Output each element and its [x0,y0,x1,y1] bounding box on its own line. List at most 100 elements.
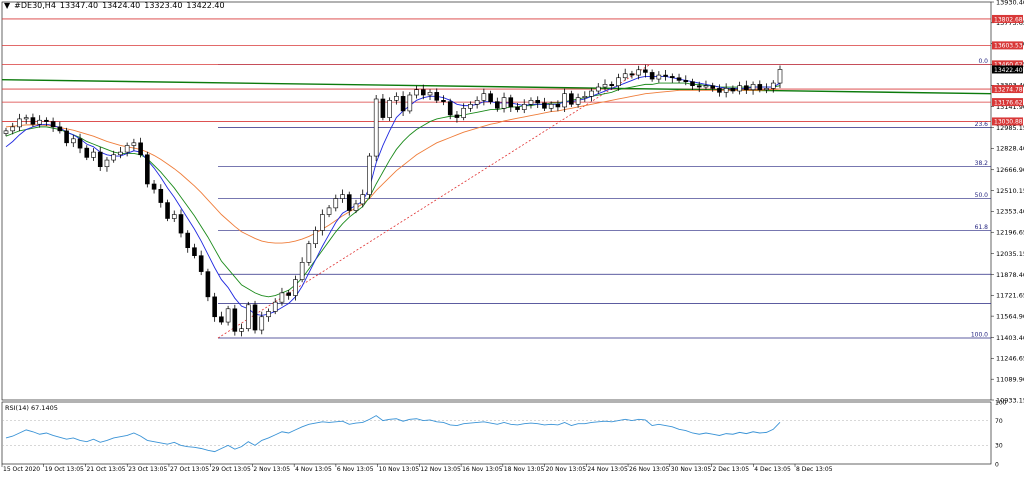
candle-body [528,100,534,105]
candle-body [245,304,251,330]
candle-body [521,104,527,110]
rsi-axis-label: 30 [995,443,1003,450]
candle-body [50,121,56,128]
rsi-title: RSI(14) 67.1405 [5,404,58,412]
dropdown-arrow-icon[interactable]: ▼ [4,1,11,10]
candle-body [23,117,29,120]
candle-body [239,328,244,332]
low-value: 13323.40 [144,1,183,10]
candle-body [555,104,561,108]
time-axis-label: 2 Nov 13:05 [253,466,290,473]
price-axis-label: 12035.15 [996,250,1024,258]
rsi-axis-label: 0 [995,461,999,468]
candle-body [609,84,615,87]
candle-body [670,76,675,79]
candle-body [461,107,466,118]
candle-body [562,93,567,108]
candle-body [643,69,648,73]
candle-body [266,311,271,318]
candle-body [723,88,729,93]
candle-body [663,74,668,77]
candle-body [84,147,90,158]
candle-body [313,230,318,245]
candle-body [293,279,298,296]
resistance-price-label: 13460.62 [994,62,1023,69]
candle-body [272,301,278,312]
candle-body [414,89,419,96]
resistance-price-tag [992,60,1023,69]
candle-body [589,90,594,97]
price-panel-frame [1,1,992,401]
fib-level-label: 0.0 [978,58,988,65]
candle-body [474,100,480,105]
price-axis-label: 12985.15 [996,124,1024,132]
candle-body [710,85,715,89]
price-axis-label: 12828.40 [996,145,1024,153]
resistance-price-tag [992,85,1023,94]
candle-body [744,85,749,90]
candle-body [171,214,177,219]
time-axis-label: 26 Nov 13:05 [629,466,670,473]
long-ma-line [1,79,992,95]
candle-body [582,96,588,98]
candle-body [165,202,170,219]
candle-body [488,93,493,102]
resistance-price-label: 13030.88 [994,119,1023,126]
candle-body [97,151,103,168]
time-axis-label: 27 Oct 13:05 [170,466,209,473]
candle-body [138,142,143,156]
candle-body [279,292,285,303]
candle-body [757,84,763,90]
candle-body [636,69,641,76]
candle-body [259,316,265,331]
candle-body [252,304,258,331]
candle-body [501,97,507,109]
price-axis-label: 13773.65 [996,19,1024,27]
candle-body [717,88,722,93]
rsi-axis-label: 100 [995,399,1007,406]
resistance-price-tag [992,117,1023,126]
ma-fast-line [5,75,781,316]
price-axis-label: 13141.90 [996,103,1024,111]
candle-body [10,126,16,132]
candle-body [703,85,709,88]
candle-body [602,84,608,88]
candle-body [468,104,473,109]
ma-slow-line [5,88,781,244]
candle-body [71,138,76,144]
candle-body [104,159,110,168]
candle-body [37,119,42,125]
candle-body [777,69,783,84]
candle-body [595,86,601,92]
candle-body [649,72,655,80]
resistance-price-tag [992,41,1023,50]
trendline [217,64,651,339]
current-price-tag [992,65,1023,74]
fib-level-label: 61.8 [975,224,989,231]
candle-body [232,308,238,332]
ma-mid-line [5,82,781,298]
candle-body [420,89,426,96]
resistance-price-tag [992,98,1023,107]
candle-body [373,98,379,157]
candle-body [764,88,769,90]
candle-body [427,92,433,96]
time-axis-label: 4 Dec 13:05 [754,466,791,473]
candle-body [225,308,231,323]
close-value: 13422.40 [186,1,225,10]
candle-body [481,93,487,101]
price-axis-label: 12666.90 [996,166,1024,174]
candle-body [750,84,756,90]
candle-body [629,73,635,76]
current-price-label: 13422.40 [994,67,1023,74]
resistance-price-label: 13176.62 [994,99,1023,106]
price-axis-label: 10933.15 [996,396,1024,404]
price-axis-label: 11089.90 [996,375,1024,383]
candle-body [346,194,352,211]
candle-body [495,101,500,109]
symbol-label: #DE30,H4 [14,1,56,10]
candle-body [690,81,695,87]
time-axis-label: 29 Oct 13:05 [212,466,251,473]
